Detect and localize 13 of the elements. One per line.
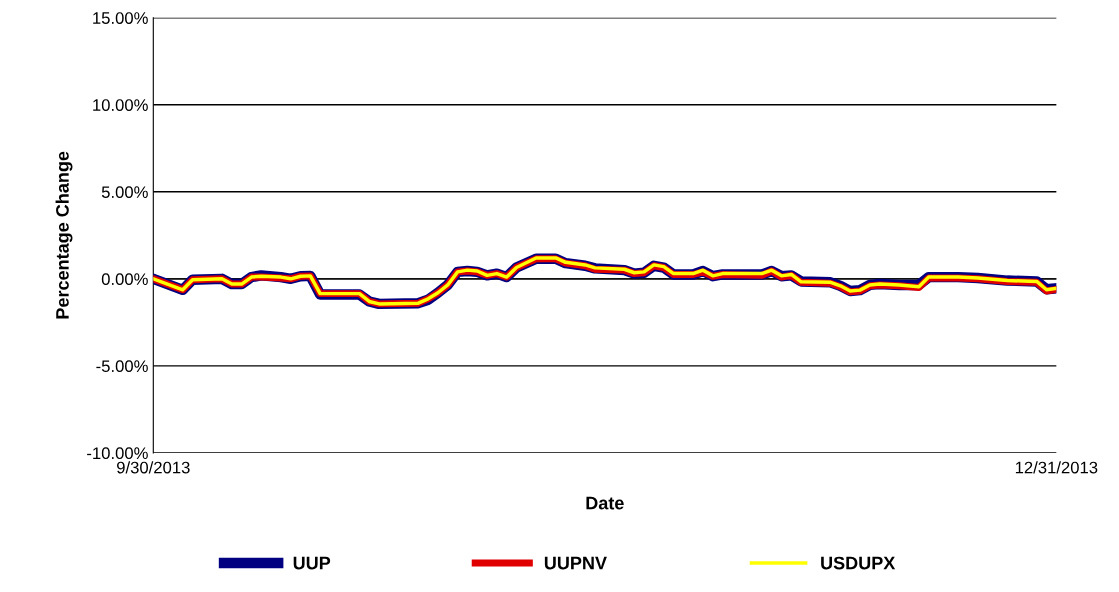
x-axis-title: Date <box>586 496 624 510</box>
legend-label: USDUPX <box>821 556 896 570</box>
x-tick-label: 12/31/2013 <box>1015 461 1098 474</box>
y-tick-label: -5.00% <box>96 360 148 373</box>
y-tick-label: 0.00% <box>101 273 148 286</box>
y-tick-label: 15.00% <box>93 12 148 24</box>
x-tick-label: 9/30/2013 <box>117 461 190 474</box>
y-tick-label: -10.00% <box>87 447 148 460</box>
legend-label: UUPNV <box>544 556 607 570</box>
y-axis-title: Percentage Change <box>55 151 73 319</box>
y-tick-label: 5.00% <box>101 186 148 199</box>
y-tick-label: 10.00% <box>93 99 148 111</box>
legend-label: UUP <box>293 556 331 570</box>
